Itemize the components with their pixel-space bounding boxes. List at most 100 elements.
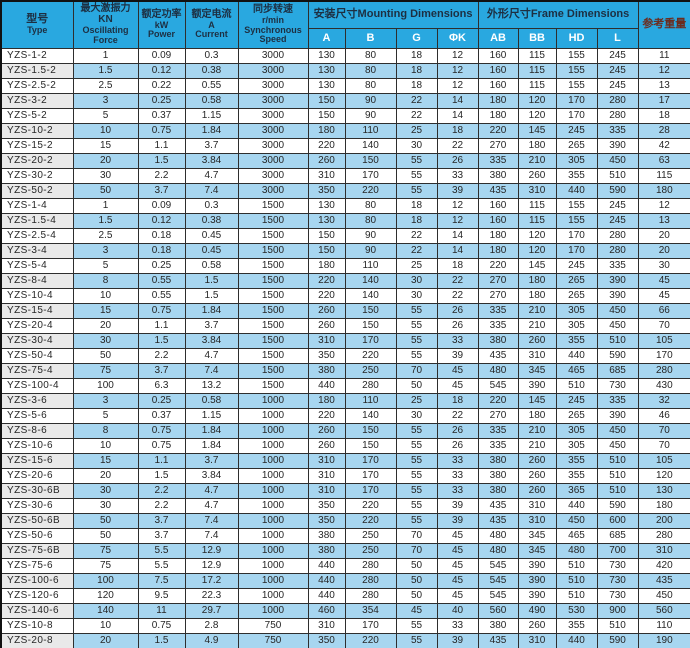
value-cell: 1000 (237, 483, 309, 499)
value-cell: 55 (395, 168, 438, 184)
value-cell: 335 (596, 393, 639, 409)
value-cell: 14 (436, 93, 479, 109)
value-cell: 590 (596, 498, 639, 514)
value-cell: 0.55 (137, 288, 186, 304)
value-cell: 435 (477, 183, 519, 199)
value-cell: 55 (395, 153, 438, 169)
value-cell: 55 (395, 513, 438, 529)
value-cell: 18 (436, 123, 479, 139)
value-cell: 12 (436, 213, 479, 229)
value-cell: 305 (555, 153, 598, 169)
value-cell: 115 (517, 78, 557, 94)
value-cell: 1.5 (137, 468, 186, 484)
table-row: YZS-8-4 8 0.55 1.5 1500 220 140 30 22 270 180 265 39… (0, 273, 690, 289)
value-cell: 22 (395, 93, 438, 109)
value-cell: 1500 (237, 363, 309, 379)
value-cell: 1500 (237, 318, 309, 334)
value-cell: 170 (555, 228, 598, 244)
col-header-force: 最大激振力KN Oscillating Force (72, 0, 139, 49)
value-cell: 1 (72, 48, 139, 64)
value-cell: 510 (596, 468, 639, 484)
value-cell: 390 (517, 573, 557, 589)
value-cell: 170 (344, 483, 397, 499)
value-cell: 160 (477, 63, 519, 79)
model-cell: YZS-15-4 (0, 303, 74, 319)
value-cell: 140 (344, 138, 397, 154)
value-cell: 180 (477, 243, 519, 259)
value-cell: 70 (637, 318, 690, 334)
value-cell: 3 (72, 93, 139, 109)
value-cell: 3.84 (184, 468, 239, 484)
value-cell: 390 (596, 273, 639, 289)
value-cell: 39 (436, 348, 479, 364)
value-cell: 0.75 (137, 438, 186, 454)
value-cell: 22 (395, 108, 438, 124)
value-cell: 260 (517, 168, 557, 184)
value-cell: 2.8 (184, 618, 239, 634)
value-cell: 70 (637, 423, 690, 439)
value-cell: 354 (344, 603, 397, 619)
value-cell: 12 (637, 63, 690, 79)
force-label-zh: 最大激振力KN (80, 3, 131, 26)
value-cell: 245 (596, 78, 639, 94)
value-cell: 100 (72, 573, 139, 589)
table-header: 型号 Type 最大激振力KN Oscillating Force 额定功率 k… (0, 0, 690, 49)
model-cell: YZS-1.5-2 (0, 63, 74, 79)
value-cell: 180 (307, 258, 346, 274)
model-cell: YZS-2.5-4 (0, 228, 74, 244)
value-cell: 220 (344, 498, 397, 514)
value-cell: 260 (307, 438, 346, 454)
value-cell: 3.7 (137, 363, 186, 379)
value-cell: 22 (395, 243, 438, 259)
value-cell: 510 (596, 453, 639, 469)
value-cell: 4.7 (184, 168, 239, 184)
model-cell: YZS-15-2 (0, 138, 74, 154)
value-cell: 160 (477, 213, 519, 229)
value-cell: 1000 (237, 603, 309, 619)
value-cell: 25 (395, 393, 438, 409)
value-cell: 170 (555, 243, 598, 259)
value-cell: 15 (72, 138, 139, 154)
header-row-groups: 型号 Type 最大激振力KN Oscillating Force 额定功率 k… (0, 0, 690, 49)
value-cell: 150 (307, 243, 346, 259)
value-cell: 440 (555, 498, 598, 514)
value-cell: 17.2 (184, 573, 239, 589)
value-cell: 46 (637, 408, 690, 424)
value-cell: 0.18 (137, 228, 186, 244)
model-cell: YZS-3-2 (0, 93, 74, 109)
model-cell: YZS-3-4 (0, 243, 74, 259)
table-row: YZS-10-8 10 0.75 2.8 750 310 170 55 33 380 260 355 5… (0, 618, 690, 634)
value-cell: 335 (477, 423, 519, 439)
value-cell: 190 (637, 633, 690, 648)
value-cell: 510 (596, 168, 639, 184)
value-cell: 33 (436, 453, 479, 469)
value-cell: 0.45 (184, 243, 239, 259)
value-cell: 510 (596, 483, 639, 499)
value-cell: 180 (477, 108, 519, 124)
value-cell: 1.84 (184, 438, 239, 454)
value-cell: 685 (596, 528, 639, 544)
value-cell: 3.7 (137, 528, 186, 544)
value-cell: 1.5 (137, 333, 186, 349)
value-cell: 1.5 (137, 633, 186, 648)
value-cell: 355 (555, 618, 598, 634)
value-cell: 10 (72, 618, 139, 634)
value-cell: 335 (477, 318, 519, 334)
weight-label-zh: 参考重量 (642, 18, 687, 31)
table-row: YZS-3-4 3 0.18 0.45 1500 150 90 22 14 180 120 170 28… (0, 243, 690, 259)
value-cell: 170 (555, 108, 598, 124)
model-cell: YZS-10-8 (0, 618, 74, 634)
model-cell: YZS-3-6 (0, 393, 74, 409)
value-cell: 2.2 (137, 348, 186, 364)
value-cell: 12 (436, 63, 479, 79)
value-cell: 10 (72, 123, 139, 139)
value-cell: 1 (72, 198, 139, 214)
value-cell: 5 (72, 108, 139, 124)
value-cell: 1000 (237, 453, 309, 469)
power-unit: kW (154, 19, 169, 30)
value-cell: 18 (395, 63, 438, 79)
value-cell: 435 (477, 348, 519, 364)
value-cell: 45 (436, 573, 479, 589)
